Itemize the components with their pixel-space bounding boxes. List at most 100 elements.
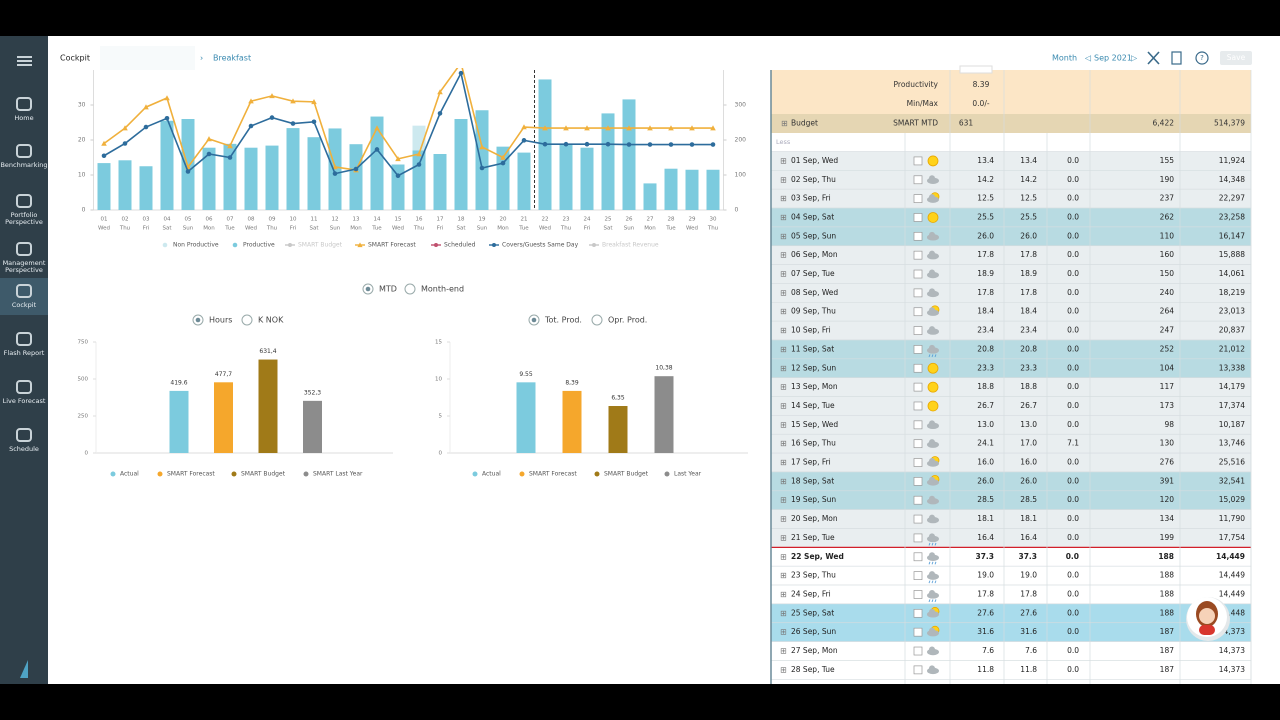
checkbox[interactable] — [913, 646, 923, 656]
legend-label[interactable]: Actual — [120, 471, 139, 478]
legend-label[interactable]: SMART Budget — [604, 471, 649, 478]
table-row[interactable] — [770, 358, 1252, 379]
table-row[interactable] — [770, 207, 1252, 228]
checkbox[interactable] — [913, 439, 923, 449]
checkbox[interactable] — [913, 175, 923, 185]
nav-item[interactable]: Schedule — [0, 422, 48, 459]
checkbox[interactable] — [913, 382, 923, 392]
checkbox[interactable] — [913, 627, 923, 637]
checkbox[interactable] — [913, 288, 923, 298]
legend-label[interactable]: Breakfast Revenue — [602, 242, 659, 249]
legend-label[interactable]: SMART Forecast — [368, 242, 416, 249]
point — [479, 144, 485, 150]
checkbox[interactable] — [913, 213, 923, 222]
less-toggle[interactable]: Less — [776, 138, 791, 146]
checkbox[interactable] — [913, 269, 923, 279]
checkbox[interactable] — [913, 571, 923, 580]
table-row[interactable] — [770, 377, 1252, 397]
checkbox[interactable] — [913, 477, 923, 486]
legend-label[interactable]: SMART Budget — [241, 471, 286, 478]
row-cell: 15,888 — [1219, 250, 1245, 259]
table-row[interactable] — [770, 509, 1252, 529]
legend-label[interactable]: Scheduled — [444, 242, 476, 249]
x-tick-sublabel: Tue — [224, 226, 235, 232]
legend-label[interactable]: SMART Forecast — [167, 471, 215, 478]
checkbox[interactable] — [913, 495, 923, 505]
checkbox[interactable] — [913, 345, 923, 354]
help-icon[interactable] — [1195, 51, 1209, 65]
radio-button[interactable] — [591, 314, 603, 326]
expand-icon: ⊞ — [780, 175, 787, 184]
table-row[interactable] — [770, 490, 1252, 510]
checkbox[interactable] — [913, 156, 923, 166]
table-row[interactable] — [770, 433, 1252, 454]
checkbox[interactable] — [913, 420, 923, 430]
table-row[interactable] — [770, 264, 1252, 284]
tools-icon[interactable] — [1147, 51, 1160, 65]
checkbox[interactable] — [913, 590, 923, 599]
table-row[interactable] — [770, 396, 1252, 416]
nav-item[interactable]: Cockpit — [0, 278, 48, 315]
period-selector[interactable]: Month — [1052, 54, 1077, 63]
checkbox[interactable] — [913, 250, 923, 260]
checkbox[interactable] — [913, 307, 923, 317]
legend-label[interactable]: Last Year — [674, 471, 702, 478]
radio-button[interactable] — [404, 283, 416, 295]
legend-label[interactable]: SMART Last Year — [313, 471, 363, 478]
checkbox[interactable] — [913, 552, 923, 562]
checkbox[interactable] — [913, 194, 923, 203]
legend-label[interactable]: SMART Forecast — [529, 471, 577, 478]
expand-icon: ⊞ — [780, 571, 787, 580]
breadcrumb[interactable]: Breakfast — [213, 54, 251, 63]
table-row[interactable] — [770, 415, 1252, 435]
nav-item[interactable]: Benchmarking — [0, 138, 48, 175]
legend-label[interactable]: SMART Budget — [298, 242, 343, 249]
table-row[interactable] — [770, 528, 1252, 548]
checkbox[interactable] — [913, 665, 923, 675]
search-field[interactable] — [100, 46, 195, 70]
prev-month[interactable]: ◁ — [1084, 54, 1091, 63]
checkbox[interactable] — [913, 401, 923, 411]
table-row[interactable] — [770, 584, 1252, 605]
table-row[interactable] — [770, 603, 1252, 624]
menu-button[interactable] — [17, 56, 32, 66]
legend-label[interactable]: Covers/Guests Same Day — [502, 242, 579, 249]
save-button[interactable] — [1220, 51, 1252, 65]
nav-item[interactable]: Home — [0, 91, 48, 128]
nav-item[interactable]: Portfolio Perspective — [0, 188, 48, 232]
checkbox[interactable] — [913, 458, 923, 467]
report-icon[interactable] — [1171, 51, 1182, 65]
table-row[interactable] — [770, 339, 1252, 360]
table-row[interactable] — [770, 188, 1252, 209]
table-row[interactable] — [770, 245, 1252, 265]
legend-label[interactable]: Actual — [482, 471, 501, 478]
table-row[interactable] — [770, 226, 1252, 247]
nav-item[interactable]: Flash Report — [0, 326, 48, 363]
nav-item[interactable]: Management Perspective — [0, 236, 48, 280]
checkbox[interactable] — [913, 533, 923, 543]
y-tick-label: 10 — [78, 172, 86, 179]
table-row[interactable] — [770, 170, 1252, 190]
checkbox[interactable] — [913, 231, 923, 241]
radio-button[interactable] — [241, 314, 253, 326]
table-row[interactable] — [770, 320, 1252, 341]
table-row[interactable] — [770, 471, 1252, 492]
nav-item[interactable]: Live Forecast — [0, 374, 48, 411]
legend-label[interactable]: Non Productive — [173, 242, 219, 249]
table-row[interactable] — [770, 565, 1252, 586]
table-row[interactable] — [770, 283, 1252, 303]
table-row[interactable] — [770, 641, 1252, 661]
weather-rain — [928, 561, 931, 565]
table-row[interactable] — [770, 151, 1252, 171]
checkbox[interactable] — [913, 514, 923, 524]
table-row[interactable] — [770, 452, 1252, 473]
checkbox[interactable] — [913, 608, 923, 618]
checkbox[interactable] — [913, 363, 923, 373]
table-row[interactable] — [770, 660, 1252, 680]
checkbox[interactable] — [913, 326, 923, 335]
legend-label[interactable]: Productive — [243, 242, 275, 249]
next-month[interactable]: ▷ — [1131, 54, 1138, 63]
table-row[interactable] — [770, 301, 1252, 322]
table-row[interactable] — [770, 622, 1252, 642]
point — [122, 141, 128, 146]
